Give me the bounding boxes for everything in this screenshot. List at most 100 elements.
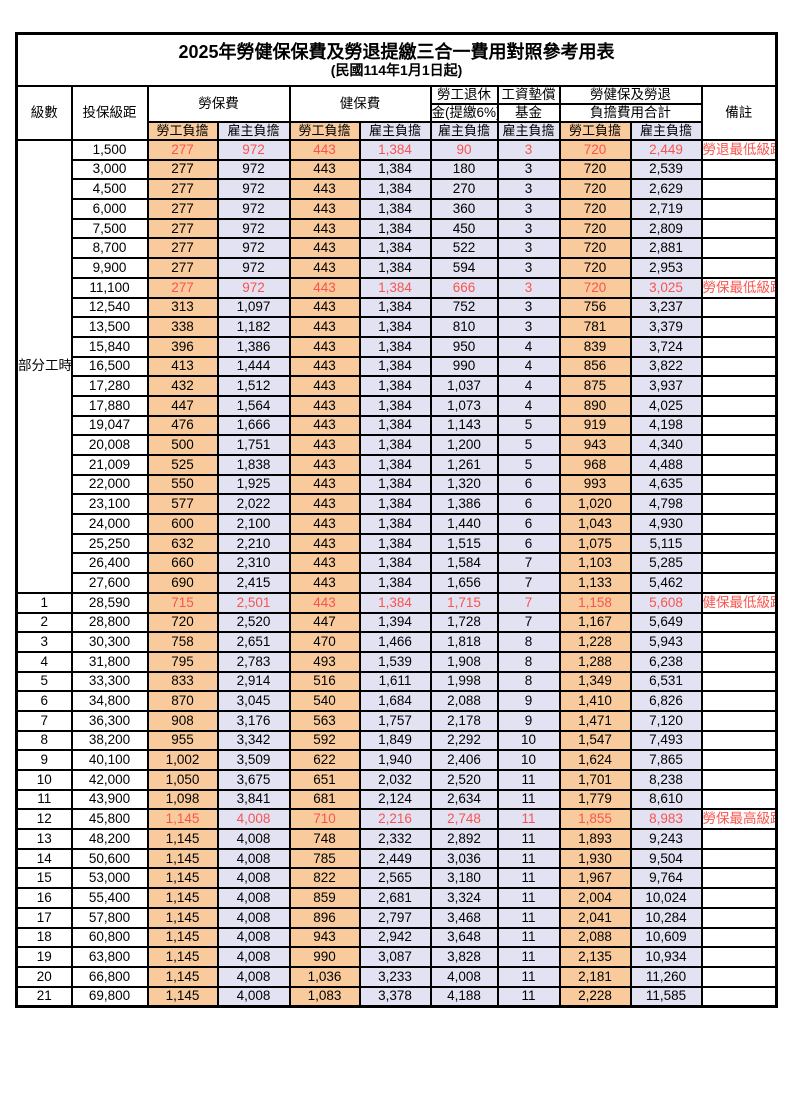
cell-pension-employer: 1,320 <box>429 473 499 496</box>
cell-bracket: 21,009 <box>70 454 149 476</box>
cell-health-employer: 1,539 <box>358 650 432 673</box>
cell-bracket: 16,500 <box>70 355 149 378</box>
cell-pension-employer: 2,748 <box>429 808 499 831</box>
table-row: 25,250 632 2,210 443 1,384 1,515 6 1,075 5,115 <box>17 532 778 555</box>
cell-wage-fund-employer: 11 <box>496 965 561 988</box>
cell-labor-employer: 972 <box>216 257 291 279</box>
cell-remark <box>700 414 778 437</box>
header-row-1: 級數 投保級距 勞保費 健保費 勞工退休 工資墊償 勞健保及勞退 備註 <box>15 85 778 141</box>
cell-wage-fund-employer: 11 <box>496 769 561 791</box>
table-row: 7 36,300 908 3,176 563 1,757 2,178 9 1,471 7,120 <box>15 709 778 732</box>
cell-health-employer: 2,032 <box>358 769 432 791</box>
cell-remark <box>700 158 778 181</box>
cell-labor-employer: 1,097 <box>216 296 291 319</box>
cell-wage-fund-employer: 4 <box>496 375 561 397</box>
cell-total-employee: 2,004 <box>558 887 632 909</box>
cell-level: 9 <box>15 749 73 771</box>
cell-health-employer: 1,384 <box>358 454 432 476</box>
cell-remark <box>700 532 778 555</box>
cell-remark <box>700 828 778 850</box>
cell-remark <box>700 670 778 693</box>
cell-labor-employee: 550 <box>146 473 219 496</box>
table-row: 3,000 277 972 443 1,384 180 3 720 2,539 <box>17 158 778 181</box>
cell-labor-employer: 972 <box>216 158 291 181</box>
subheader-labor-employer: 雇主負擔 <box>216 121 291 141</box>
cell-remark: 勞保最低級距 <box>700 276 778 299</box>
table-row: 12 45,800 1,145 4,008 710 2,216 2,748 11 1,855 8,… <box>15 808 778 831</box>
cell-wage-fund-employer: 3 <box>496 296 561 319</box>
cell-total-employer: 2,449 <box>629 139 703 161</box>
cell-remark <box>700 394 778 417</box>
cell-health-employee: 943 <box>288 926 361 949</box>
table-body: 部分工時 1,500 277 972 443 1,384 90 3 720 2,449 勞退最低級距… <box>15 139 778 1008</box>
cell-total-employer: 5,462 <box>629 572 703 594</box>
cell-bracket: 25,250 <box>70 532 149 555</box>
cell-total-employer: 4,488 <box>629 454 703 476</box>
cell-remark <box>700 454 778 476</box>
cell-pension-employer: 2,520 <box>429 769 499 791</box>
cell-labor-employee: 660 <box>146 552 219 575</box>
cell-total-employer: 7,865 <box>629 749 703 771</box>
cell-bracket: 17,280 <box>70 375 149 397</box>
cell-health-employee: 470 <box>288 631 361 653</box>
cell-total-employer: 10,609 <box>629 926 703 949</box>
cell-health-employer: 2,216 <box>358 808 432 831</box>
table-row: 16,500 413 1,444 443 1,384 990 4 856 3,822 <box>17 355 778 378</box>
cell-health-employee: 1,036 <box>288 965 361 988</box>
cell-total-employee: 1,020 <box>558 493 632 516</box>
table-row: 17,880 447 1,564 443 1,384 1,073 4 890 4,025 <box>17 394 778 417</box>
cell-health-employer: 1,684 <box>358 690 432 712</box>
header-row-2: 金(提繳6%) 基金 負擔費用合計 <box>17 103 777 123</box>
cell-remark <box>700 217 778 240</box>
cell-level: 15 <box>15 867 73 890</box>
cell-remark: 勞退最低級距 <box>700 139 778 161</box>
cell-total-employer: 5,943 <box>629 631 703 653</box>
cell-health-employee: 443 <box>288 296 361 319</box>
cell-level: 7 <box>15 709 73 732</box>
cell-bracket: 19,047 <box>70 414 149 437</box>
cell-total-employee: 1,967 <box>558 867 632 890</box>
cell-remark <box>700 237 778 260</box>
cell-total-employee: 720 <box>558 257 632 279</box>
cell-pension-employer: 4,008 <box>429 965 499 988</box>
cell-pension-employer: 2,406 <box>429 749 499 771</box>
cell-total-employer: 3,379 <box>629 316 703 338</box>
cell-health-employee: 443 <box>288 572 361 594</box>
cell-remark <box>700 729 778 752</box>
table-row: 23,100 577 2,022 443 1,384 1,386 6 1,020 4,798 <box>17 493 778 516</box>
cell-bracket: 28,590 <box>70 591 149 614</box>
cell-total-employer: 3,724 <box>629 335 703 358</box>
cell-wage-fund-employer: 6 <box>496 473 561 496</box>
cell-pension-employer: 990 <box>429 355 499 378</box>
cell-wage-fund-employer: 11 <box>496 887 561 909</box>
table-row: 8 38,200 955 3,342 592 1,849 2,292 10 1,547 7,493 <box>15 729 778 752</box>
cell-labor-employer: 972 <box>216 217 291 240</box>
table-title-cell: 2025年勞健保保費及勞退提繳三合一費用對照參考用表 (民國114年1月1日起) <box>15 32 778 87</box>
table-row: 18 60,800 1,145 4,008 943 2,942 3,648 11 2,088 10… <box>15 926 778 949</box>
cell-labor-employer: 2,415 <box>216 572 291 594</box>
cell-health-employee: 622 <box>288 749 361 771</box>
cell-total-employer: 11,260 <box>629 965 703 988</box>
cell-pension-employer: 594 <box>429 257 499 279</box>
cell-bracket: 48,200 <box>70 828 149 850</box>
cell-health-employee: 443 <box>288 394 361 417</box>
table-row: 12,540 313 1,097 443 1,384 752 3 756 3,237 <box>17 296 778 319</box>
cell-level: 8 <box>15 729 73 752</box>
cell-wage-fund-employer: 11 <box>496 808 561 831</box>
cell-labor-employee: 1,145 <box>146 808 219 831</box>
cell-pension-employer: 1,908 <box>429 650 499 673</box>
cell-level: 3 <box>15 631 73 653</box>
cell-pension-employer: 2,892 <box>429 828 499 850</box>
cell-level: 12 <box>15 808 73 831</box>
cell-health-employer: 1,384 <box>358 139 432 161</box>
cell-health-employee: 443 <box>288 355 361 378</box>
cell-health-employee: 443 <box>288 237 361 260</box>
cell-health-employer: 1,384 <box>358 257 432 279</box>
cell-labor-employee: 277 <box>146 257 219 279</box>
table-row: 部分工時 1,500 277 972 443 1,384 90 3 720 2,449 勞退最低級距 <box>15 139 778 594</box>
cell-labor-employee: 338 <box>146 316 219 338</box>
cell-wage-fund-employer: 6 <box>496 513 561 535</box>
cell-total-employee: 2,135 <box>558 946 632 968</box>
cell-remark <box>700 769 778 791</box>
cell-remark <box>700 198 778 220</box>
